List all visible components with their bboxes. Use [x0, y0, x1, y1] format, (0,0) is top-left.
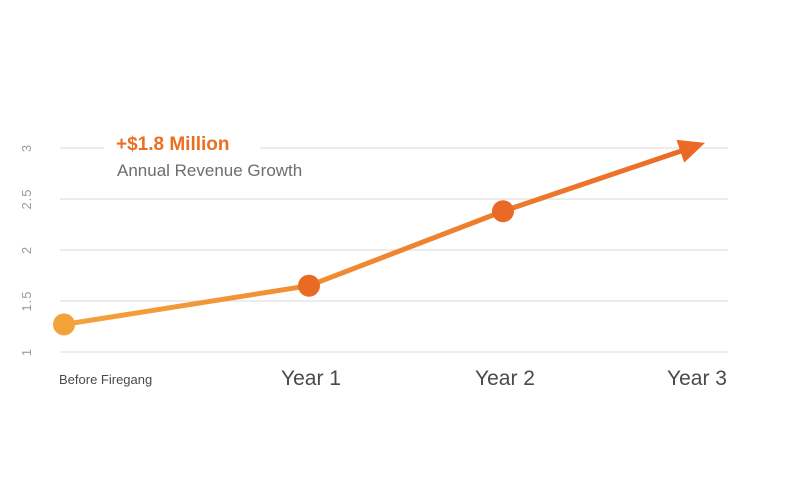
- y-tick-label: 1.5: [19, 290, 34, 311]
- data-point: [298, 274, 320, 297]
- data-point: [492, 200, 514, 223]
- x-tick-label: Before Firegang: [59, 372, 152, 387]
- series-line: [61, 147, 687, 327]
- x-axis-ticks: Before Firegang Year 1 Year 2 Year 3: [59, 367, 727, 390]
- annotation-mask: [104, 126, 260, 154]
- y-tick-label: 1: [19, 348, 34, 356]
- annotation-subtitle: Annual Revenue Growth: [117, 161, 302, 180]
- y-axis-ticks: 1 1.5 2 2.5 3: [19, 144, 34, 356]
- x-tick-label: Year 2: [475, 367, 535, 390]
- x-tick-label: Year 3: [667, 367, 727, 390]
- y-tick-label: 2: [19, 246, 34, 254]
- arrow-head-icon: [676, 139, 705, 163]
- data-point: [53, 313, 75, 336]
- x-tick-label: Year 1: [281, 367, 341, 390]
- y-tick-label: 3: [19, 144, 34, 152]
- series-revenue: [53, 139, 705, 336]
- y-tick-label: 2.5: [19, 188, 34, 209]
- annotation-headline: +$1.8 Million: [116, 134, 230, 155]
